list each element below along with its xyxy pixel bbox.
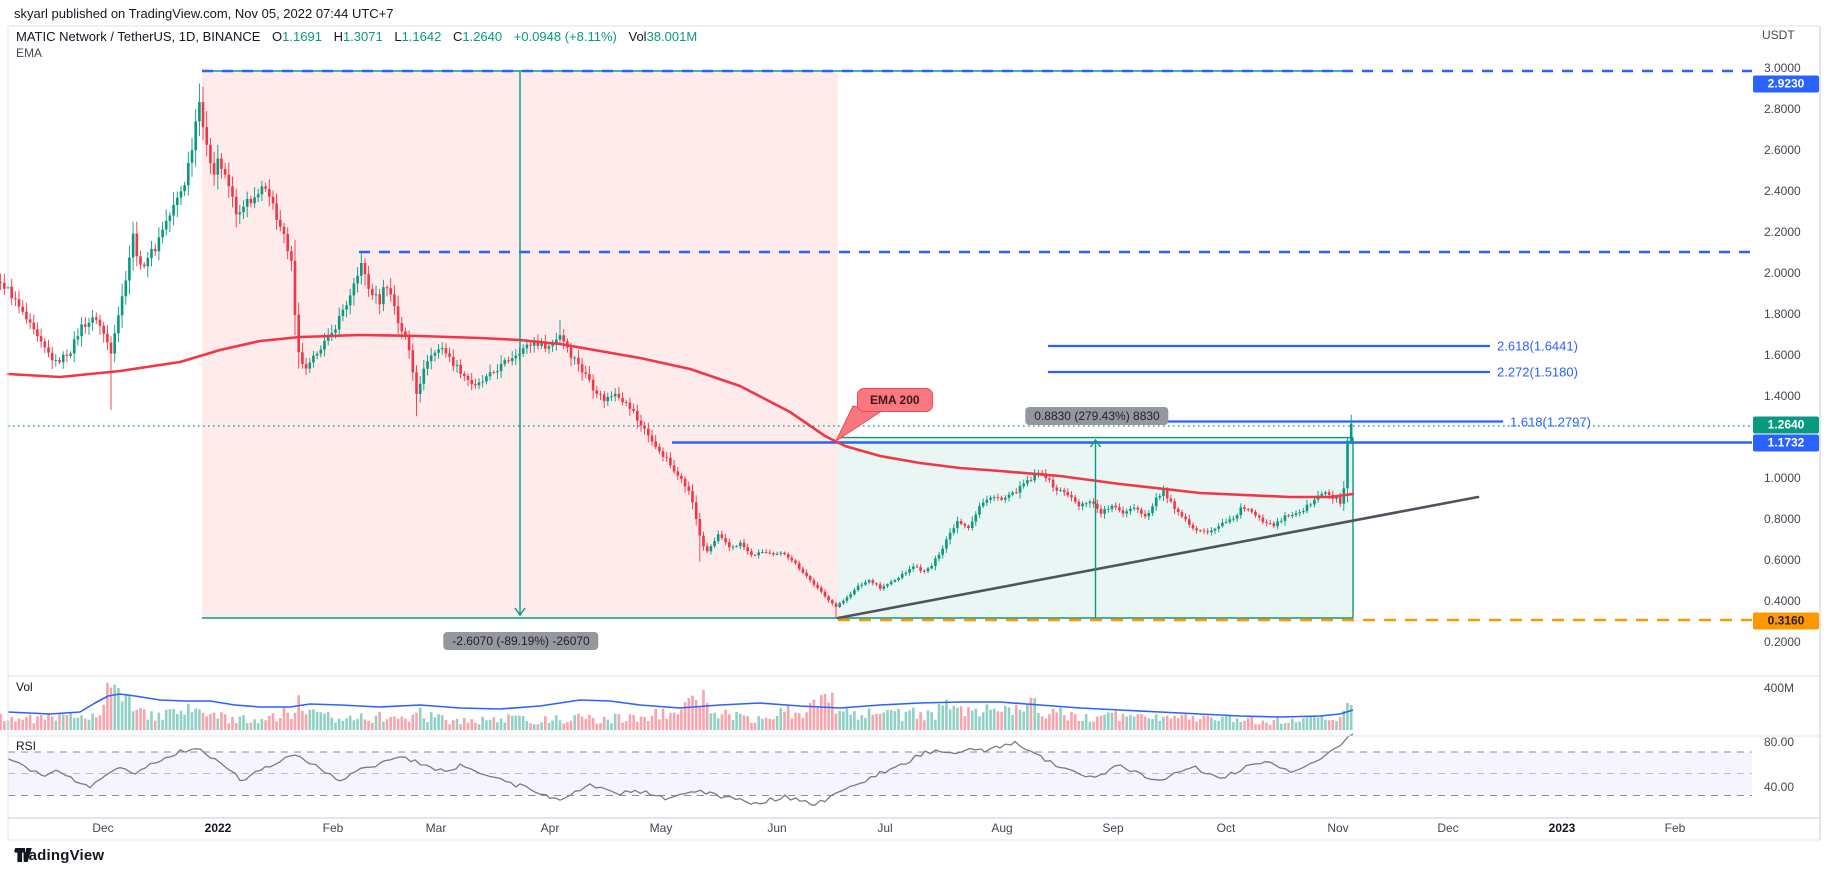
close-value: 1.2640: [462, 29, 503, 44]
symbol-title[interactable]: MATIC Network / TetherUS, 1D, BINANCE: [16, 29, 261, 44]
price-tick: 0.4000: [1764, 593, 1801, 608]
measure-up-label[interactable]: 0.8830 (279.43%) 8830: [1025, 407, 1169, 425]
low-value: 1.1642: [401, 29, 442, 44]
high-label: H: [333, 29, 343, 44]
open-label: O: [272, 29, 283, 44]
date-label: Oct: [1216, 821, 1236, 835]
date-label: 2023: [1548, 821, 1576, 835]
close-label: C: [452, 29, 463, 44]
rsi-tick: 80.00: [1764, 735, 1795, 749]
volume-bars-up: [6, 684, 1353, 730]
volume-pane-label[interactable]: Vol: [16, 680, 33, 694]
rsi-tick: 40.00: [1764, 780, 1795, 794]
rsi-line: [7, 733, 1354, 806]
price-tick: 3.0000: [1764, 60, 1801, 75]
ema200-callout[interactable]: EMA 200: [857, 388, 933, 412]
tradingview-logo-text: TradingView: [14, 847, 105, 864]
date-label: Mar: [425, 821, 447, 835]
fib-2272-label[interactable]: 2.272(1.5180): [1497, 364, 1578, 380]
measure-down-label[interactable]: -2.6070 (-89.19%) -26070: [443, 632, 599, 650]
volume-ma-line: [7, 693, 1354, 718]
date-label: Feb: [1664, 821, 1686, 835]
date-label: Apr: [540, 821, 560, 835]
high-value: 1.3071: [342, 29, 383, 44]
price-tick: 1.8000: [1764, 306, 1801, 321]
price-tick: 2.6000: [1764, 142, 1801, 157]
date-label: Aug: [991, 821, 1013, 835]
date-label: Jun: [767, 821, 787, 835]
price-badge: 1.2640: [1753, 416, 1819, 434]
date-label: Sep: [1102, 821, 1124, 835]
price-tick: 1.0000: [1764, 470, 1801, 485]
change-value: +0.0948 (+8.11%): [513, 29, 617, 44]
price-tick: 0.6000: [1764, 552, 1801, 567]
price-badge: 2.9230: [1753, 75, 1819, 93]
price-badge: 0.3160: [1753, 612, 1819, 630]
price-tick: 2.8000: [1764, 101, 1801, 116]
tradingview-logo[interactable]: TradingView: [14, 847, 104, 864]
date-label: Nov: [1327, 821, 1349, 835]
date-label: Dec: [92, 821, 114, 835]
symbol-ohlc-line: MATIC Network / TetherUS, 1D, BINANCE O1…: [16, 29, 697, 44]
date-label: Feb: [322, 821, 344, 835]
fib-2618-label[interactable]: 2.618(1.6441): [1497, 338, 1578, 354]
volume-bars-down: [0, 682, 1342, 730]
volume-value: 38.001M: [646, 29, 698, 44]
low-label: L: [394, 29, 402, 44]
date-label: Dec: [1437, 821, 1459, 835]
publisher-line: skyarl published on TradingView.com, Nov…: [14, 6, 394, 21]
volume-tick: 400M: [1764, 681, 1795, 695]
date-label: May: [649, 821, 673, 835]
price-tick: 1.4000: [1764, 388, 1801, 403]
ema-indicator-label[interactable]: EMA: [16, 46, 43, 60]
date-label: Jul: [877, 821, 893, 835]
trend-line: [836, 495, 1480, 620]
price-badge: 1.1732: [1753, 434, 1819, 452]
price-tick: 2.2000: [1764, 224, 1801, 239]
date-label: 2022: [204, 821, 232, 835]
price-tick: 2.0000: [1764, 265, 1801, 280]
tradingview-logo-icon: [15, 848, 32, 862]
price-tick: 0.2000: [1764, 634, 1801, 649]
open-value: 1.1691: [282, 29, 322, 44]
rsi-pane-label[interactable]: RSI: [16, 739, 37, 753]
currency-label: USDT: [1762, 28, 1795, 42]
price-tick: 1.6000: [1764, 347, 1801, 362]
volume-label: Vol: [628, 29, 647, 44]
ema200-line: [6, 333, 1355, 499]
price-tick: 2.4000: [1764, 183, 1801, 198]
price-tick: 0.8000: [1764, 511, 1801, 526]
fib-1618-label[interactable]: 1.618(1.2797): [1510, 414, 1591, 429]
